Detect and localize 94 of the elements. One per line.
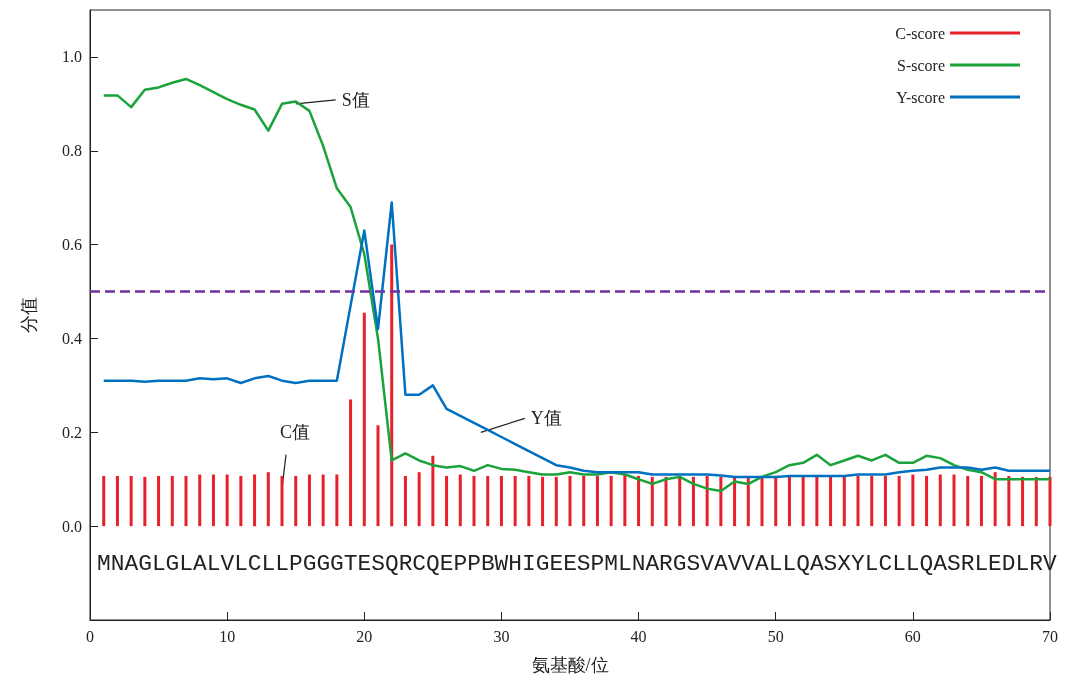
bar — [445, 475, 449, 527]
legend-label: S-score — [897, 56, 945, 74]
bar — [842, 475, 846, 527]
bar — [691, 476, 695, 527]
annotation: C值 — [280, 421, 311, 442]
x-tick-label: 50 — [767, 627, 784, 645]
bar — [746, 476, 750, 527]
bar — [129, 475, 133, 527]
bar — [623, 474, 627, 527]
x-tick-label: 10 — [219, 627, 236, 645]
bar — [609, 475, 613, 527]
bar — [925, 475, 929, 527]
bar — [815, 475, 819, 527]
bar — [280, 475, 284, 527]
bar — [582, 475, 586, 527]
y-tick-label: 0.6 — [62, 236, 82, 254]
bar — [1021, 476, 1025, 527]
bar — [253, 474, 257, 527]
bar — [362, 312, 366, 527]
bar — [1034, 476, 1038, 527]
bar — [760, 475, 764, 527]
bar — [321, 474, 325, 527]
x-tick-label: 60 — [904, 627, 921, 645]
bar — [499, 475, 503, 527]
bar — [705, 475, 709, 527]
bar — [307, 474, 311, 527]
bar — [157, 475, 161, 527]
bar — [115, 475, 119, 527]
bar — [664, 476, 668, 527]
annotation: Y值 — [530, 408, 562, 429]
bar — [897, 475, 901, 527]
x-tick-label: 70 — [1042, 627, 1058, 645]
bar — [952, 474, 956, 527]
y-axis-title: 分值 — [19, 297, 39, 333]
bar — [993, 472, 997, 527]
bar — [102, 475, 106, 527]
bar — [349, 399, 353, 527]
annotation: MNAGLGLALVLCLLPGGGTESQRCQEPPBWHIGEESPMLNARGSVAVVALLQASXYLCLLQASRLEDLRV — [97, 550, 1057, 577]
bar — [1048, 476, 1052, 527]
bar — [225, 474, 229, 527]
legend-label: Y-score — [896, 88, 945, 106]
line-series — [102, 77, 1052, 493]
x-tick-label: 20 — [356, 627, 373, 645]
bar — [527, 475, 531, 527]
bar — [390, 244, 394, 527]
x-tick-label: 0 — [86, 627, 94, 645]
bar — [554, 476, 558, 527]
bar — [856, 475, 860, 527]
bar — [719, 476, 723, 527]
bar — [911, 474, 915, 527]
bar — [829, 475, 833, 527]
bar — [650, 476, 654, 527]
bar — [513, 475, 517, 527]
bar — [870, 475, 874, 527]
y-tick-label: 0.2 — [62, 423, 82, 441]
annotation: S值 — [341, 89, 370, 110]
bar — [403, 475, 407, 527]
bar — [568, 475, 572, 527]
bar — [143, 476, 147, 527]
bar — [417, 472, 421, 527]
bar — [979, 475, 983, 527]
y-tick-label: 0.0 — [62, 517, 82, 535]
bar — [184, 475, 188, 527]
bar — [637, 475, 641, 527]
bar — [966, 475, 970, 527]
x-axis-title: 氨基酸/位 — [531, 655, 609, 675]
bar — [376, 425, 380, 527]
bar — [774, 475, 778, 527]
bar — [211, 474, 215, 527]
bar — [335, 474, 339, 527]
bar — [431, 455, 435, 527]
bar — [472, 475, 476, 527]
bar — [458, 474, 462, 527]
bar — [938, 474, 942, 527]
bar — [787, 475, 791, 527]
bar — [294, 475, 298, 527]
x-tick-label: 40 — [630, 627, 647, 645]
bar — [170, 475, 174, 527]
bar — [678, 475, 682, 527]
legend-label: C-score — [895, 24, 945, 42]
x-tick-label: 30 — [493, 627, 510, 645]
bar — [266, 472, 270, 527]
line-series — [102, 201, 1052, 479]
bar — [198, 474, 202, 527]
bar — [486, 475, 490, 527]
bar — [541, 476, 545, 527]
y-tick-label: 0.4 — [62, 329, 82, 347]
bar — [801, 475, 805, 527]
bar — [595, 475, 599, 527]
y-tick-label: 1.0 — [62, 48, 82, 66]
bar — [239, 475, 243, 527]
bar — [1007, 475, 1011, 527]
y-tick-label: 0.8 — [62, 142, 82, 160]
bar — [883, 475, 887, 527]
